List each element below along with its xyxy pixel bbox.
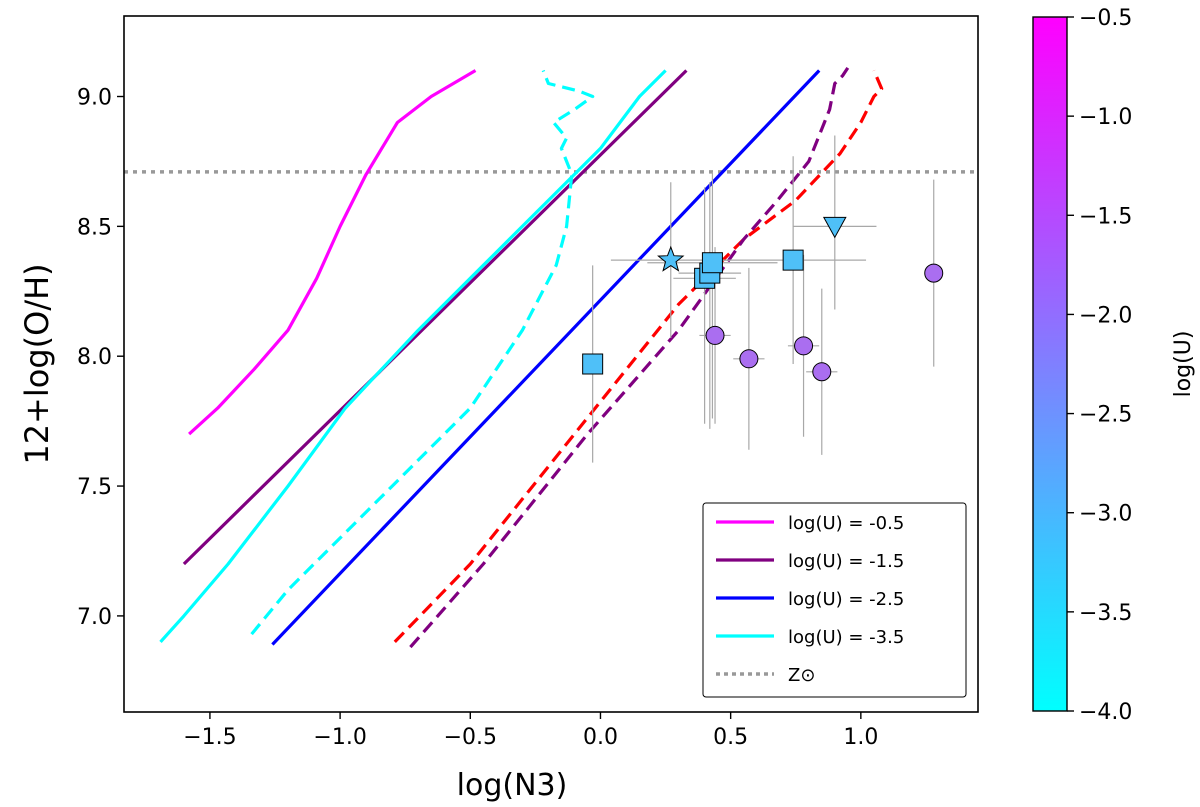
colorbar-ticks: −0.5 −1.0 −1.5 −2.0 −2.5 −3.0 −3.5 −4.0 <box>1067 6 1132 725</box>
legend-label-2: log(U) = -2.5 <box>788 589 904 610</box>
legend-label-3: log(U) = -3.5 <box>788 627 904 648</box>
colorbar-tick-label-7: −4.0 <box>1079 700 1132 725</box>
legend-frame <box>702 502 967 698</box>
y-tick-label-2: 8.0 <box>77 345 112 370</box>
colorbar-label: log(U) <box>1171 331 1196 398</box>
colorbar-tick-label-1: −1.0 <box>1079 105 1132 130</box>
data-point-circle-1 <box>739 349 759 369</box>
model-curve-5 <box>393 69 884 644</box>
y-tick-label-4: 9.0 <box>77 86 112 111</box>
data-point-square-8 <box>701 252 723 274</box>
model-curve-0 <box>188 69 477 436</box>
data-point-star-10 <box>657 245 685 272</box>
data-point-circle-3 <box>812 362 832 382</box>
series-layer <box>159 67 884 649</box>
legend: log(U) = -0.5 log(U) = -1.5 log(U) = -2.5 l… <box>702 502 967 698</box>
colorbar-tick-label-5: −3.0 <box>1079 502 1132 527</box>
plot-area <box>124 67 978 649</box>
data-point-circle-0 <box>705 325 725 345</box>
x-axis-label: log(N3) <box>457 768 568 803</box>
colorbar-tick-label-4: −2.5 <box>1079 403 1132 428</box>
plot-frame <box>123 15 979 713</box>
x-tick-label-3: 0.0 <box>583 725 618 750</box>
y-tick-label-0: 7.0 <box>77 605 112 630</box>
legend-label-4: Z⊙ <box>788 665 815 686</box>
y-axis-ticks: 7.0 7.5 8.0 8.5 9.0 <box>77 86 124 630</box>
y-tick-label-3: 8.5 <box>77 215 112 240</box>
data-point-circle-2 <box>794 336 814 356</box>
x-tick-label-4: 0.5 <box>713 725 748 750</box>
y-axis-label: 12+log(O/H) <box>18 263 56 464</box>
x-tick-label-5: 1.0 <box>843 725 878 750</box>
model-curve-4 <box>250 69 595 636</box>
data-point-triangle-11 <box>822 216 847 239</box>
legend-entries: log(U) = -0.5 log(U) = -1.5 log(U) = -2.5 l… <box>716 513 904 686</box>
errorbar-layer <box>592 135 935 463</box>
data-point-circle-4 <box>924 263 944 283</box>
colorbar-tick-label-0: −0.5 <box>1079 6 1132 31</box>
legend-label-1: log(U) = -1.5 <box>788 551 904 572</box>
y-tick-label-1: 7.5 <box>77 475 112 500</box>
x-tick-label-0: −1.5 <box>183 725 236 750</box>
colorbar-tick-label-2: −1.5 <box>1079 204 1132 229</box>
data-point-square-9 <box>782 249 804 271</box>
x-axis-ticks: −1.5 −1.0 −0.5 0.0 0.5 1.0 <box>183 712 878 750</box>
colorbar: −0.5 −1.0 −1.5 −2.0 −2.5 −3.0 −3.5 −4.0 log(U) <box>1032 6 1196 725</box>
colorbar-tick-label-3: −2.0 <box>1079 303 1132 328</box>
colorbar-tick-label-6: −3.5 <box>1079 601 1132 626</box>
x-tick-label-1: −1.0 <box>313 725 366 750</box>
model-curve-3 <box>159 69 667 643</box>
model-curve-1 <box>182 69 688 566</box>
legend-label-0: log(U) = -0.5 <box>788 513 904 534</box>
marker-layer <box>582 216 944 382</box>
model-curve-2 <box>271 69 821 646</box>
colorbar-gradient <box>1032 16 1068 712</box>
model-curve-6 <box>409 67 850 649</box>
x-tick-label-2: −0.5 <box>444 725 497 750</box>
data-point-square-5 <box>582 353 604 375</box>
